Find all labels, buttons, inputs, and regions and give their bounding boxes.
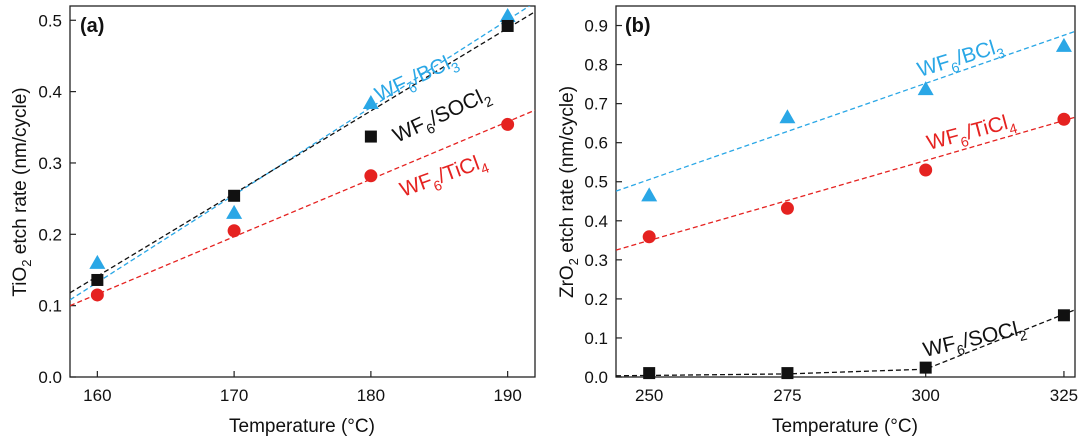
y-tick-label: 0.1 <box>584 329 608 348</box>
data-point-socl2 <box>364 130 377 143</box>
data-point-socl2 <box>501 19 514 32</box>
fit-line-bcl3 <box>616 30 1075 192</box>
x-tick-label: 190 <box>493 386 521 405</box>
y-tick-label: 0.0 <box>38 368 62 387</box>
y-tick-label: 0.1 <box>38 297 62 316</box>
y-tick-label: 0.0 <box>584 368 608 387</box>
x-tick-label: 300 <box>911 386 939 405</box>
y-tick-label: 0.2 <box>584 290 608 309</box>
data-point-ticl4 <box>227 224 241 238</box>
data-point-bcl3 <box>1055 37 1072 52</box>
data-point-socl2 <box>781 367 794 380</box>
series-label-ticl4-a: WF6/TiCl4 <box>397 149 492 205</box>
x-tick-label: 180 <box>357 386 385 405</box>
data-point-ticl4 <box>501 117 515 131</box>
panel-label-a: (a) <box>80 15 104 37</box>
x-tick-label: 170 <box>220 386 248 405</box>
x-axis-label-a: Temperature (°C) <box>229 416 375 437</box>
y-tick-label: 0.5 <box>584 173 608 192</box>
panel-b: 250 275 300 325 0.0 0.1 0.2 0.3 0.4 0.5 0.6 0.7 0.8 0… <box>557 5 1078 437</box>
series-label-socl2-b: WF6/SOCl2 <box>921 316 1029 366</box>
panel-label-b: (b) <box>625 15 651 37</box>
x-axis-label-b: Temperature (°C) <box>772 416 918 437</box>
data-point-ticl4 <box>1057 112 1071 126</box>
fit-line-bcl3 <box>70 6 531 301</box>
data-point-bcl3 <box>779 109 796 124</box>
y-tick-label: 0.4 <box>38 83 62 102</box>
x-tick-label: 325 <box>1050 386 1078 405</box>
y-tick-label: 0.7 <box>584 95 608 114</box>
data-point-bcl3 <box>226 204 243 219</box>
data-point-ticl4 <box>780 201 794 215</box>
data-point-socl2 <box>228 189 241 202</box>
x-tick-label: 160 <box>83 386 111 405</box>
fit-line-ticl4 <box>616 116 1075 251</box>
y-tick-label: 0.2 <box>38 225 62 244</box>
x-tick-label: 250 <box>635 386 663 405</box>
plot-frame-a <box>69 5 536 378</box>
y-axis-label-b: ZrO2 etch rate (nm/cycle) <box>557 86 581 298</box>
data-point-bcl3 <box>641 187 658 202</box>
data-point-bcl3 <box>917 81 934 96</box>
data-point-ticl4 <box>919 163 933 177</box>
y-tick-label: 0.9 <box>584 17 608 36</box>
data-point-bcl3 <box>362 95 379 110</box>
data-point-socl2 <box>919 361 932 374</box>
data-point-socl2 <box>643 367 656 380</box>
data-point-bcl3 <box>499 7 516 22</box>
y-tick-label: 0.8 <box>584 56 608 75</box>
data-point-socl2 <box>91 273 104 286</box>
data-point-socl2 <box>1057 309 1070 322</box>
panel-a: 160 170 180 190 0.0 0.1 0.2 0.3 0.4 0.5 (a) Tempe… <box>10 5 536 437</box>
y-tick-label: 0.6 <box>584 134 608 153</box>
fit-line-ticl4 <box>70 109 535 307</box>
data-point-ticl4 <box>364 169 378 183</box>
y-tick-label: 0.5 <box>38 11 62 30</box>
fit-line-socl2 <box>70 11 535 294</box>
y-axis-label-a: TiO2 etch rate (nm/cycle) <box>10 87 34 296</box>
data-point-ticl4 <box>642 230 656 244</box>
plot-frame-b <box>615 5 1076 378</box>
data-point-bcl3 <box>89 254 106 269</box>
data-point-ticl4 <box>90 288 104 302</box>
fit-line-socl2 <box>616 309 1075 377</box>
y-tick-label: 0.3 <box>38 154 62 173</box>
x-tick-label: 275 <box>773 386 801 405</box>
y-tick-label: 0.4 <box>584 212 608 231</box>
y-tick-label: 0.3 <box>584 251 608 270</box>
series-label-ticl4-b: WF6/TiCl4 <box>924 109 1019 159</box>
series-label-bcl3-b: WF6/BCl3 <box>915 34 1007 86</box>
